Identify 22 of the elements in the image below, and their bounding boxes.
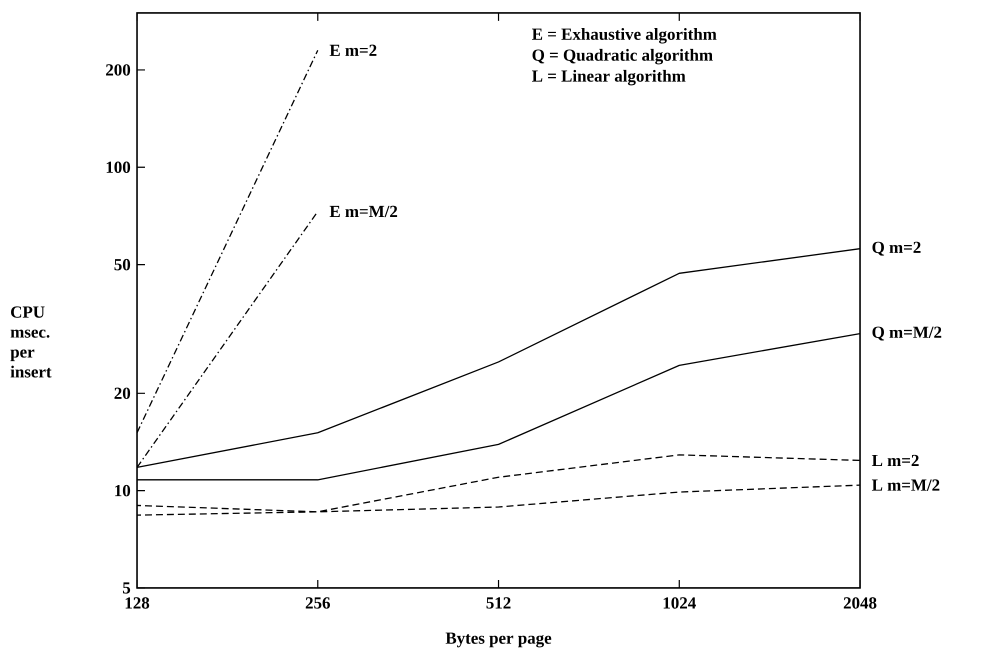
y-tick-label: 5 <box>122 582 130 594</box>
x-tick-label: 1024 <box>664 597 696 609</box>
annotation: E = Exhaustive algorithm <box>532 28 717 44</box>
series-label: E m=2 <box>330 44 376 56</box>
x-tick-label: 128 <box>126 597 150 609</box>
series-label: L m=2 <box>872 454 919 466</box>
series-label: Q m=2 <box>872 242 921 256</box>
series-label: E m=M/2 <box>330 206 398 218</box>
y-tick-label: 100 <box>106 162 130 173</box>
x-tick-label: 2048 <box>844 597 876 609</box>
y-tick-label: 200 <box>106 64 130 76</box>
x-tick-label: 256 <box>306 597 330 609</box>
y-tick-label: 20 <box>114 388 130 400</box>
annotation: L = Linear algorithm <box>532 70 686 86</box>
x-tick-label: 512 <box>486 597 510 609</box>
x-axis-title: Bytes per page <box>446 632 552 648</box>
annotation: Q = Quadratic algorithm <box>532 48 713 64</box>
y-tick-label: 10 <box>115 484 130 496</box>
series-label: Q m=M/2 <box>872 326 942 341</box>
y-axis-title: CPU msec. per insert <box>10 306 52 378</box>
series-label: L m=M/2 <box>872 479 940 491</box>
y-tick-label: 50 <box>114 258 130 270</box>
